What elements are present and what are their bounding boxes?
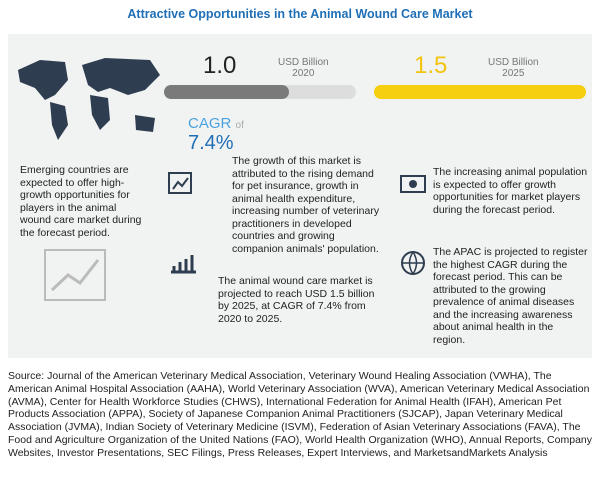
- year: 2020: [292, 68, 315, 79]
- title: Attractive Opportunities in the Animal W…: [127, 7, 473, 21]
- point-2: The animal wound care market is projecte…: [218, 275, 375, 325]
- world-map: [18, 58, 160, 140]
- bar-fill: [164, 85, 289, 99]
- point-3: The increasing animal population is expe…: [433, 166, 588, 216]
- unit: USD Billion: [278, 57, 329, 68]
- unit-start: USD Billion 2020: [278, 57, 329, 79]
- cagr: CAGR of: [188, 115, 244, 132]
- left-text: Emerging countries are expected to offer…: [20, 164, 142, 239]
- point-1: The growth of this market is attributed …: [232, 155, 380, 255]
- icon-money: [400, 175, 426, 193]
- unit: USD Billion: [488, 57, 539, 68]
- cagr-value: 7.4%: [188, 132, 234, 154]
- cagr-label: CAGR: [188, 115, 232, 132]
- icon-globe: [401, 251, 425, 276]
- bar-track: [164, 85, 356, 99]
- year: 2025: [502, 68, 525, 79]
- point-4: The APAC is projected to register the hi…: [433, 246, 588, 346]
- source: Source: Journal of the American Veterina…: [8, 370, 592, 459]
- value-start: 1.0: [203, 52, 237, 79]
- bar-end: [374, 85, 586, 99]
- value-end: 1.5: [414, 52, 448, 79]
- unit-end: USD Billion 2025: [488, 57, 539, 79]
- cagr-of: of: [235, 120, 244, 131]
- icon-graph: [168, 172, 192, 194]
- icon-bars: [171, 255, 196, 274]
- chart-icon: [44, 249, 106, 301]
